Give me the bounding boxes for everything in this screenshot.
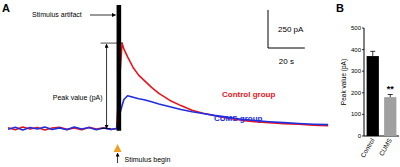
annotation-arrow xyxy=(90,15,116,16)
figure: A 250 pA 20 s Stimulus artifact Peak value (… xyxy=(0,0,400,167)
peak-guide xyxy=(101,43,123,44)
y-tick-label: 400 xyxy=(351,47,362,53)
stimulus-marker xyxy=(114,144,122,152)
panel-label: A xyxy=(2,2,10,14)
y-tick xyxy=(362,28,364,29)
annotation: Stimulus begin xyxy=(125,156,171,164)
panel-label: B xyxy=(336,2,344,14)
y-tick xyxy=(362,114,364,115)
y-tick-label: 100 xyxy=(351,111,362,117)
stimulus-artifact xyxy=(117,5,122,131)
legend-entry: CUMS group xyxy=(214,114,263,123)
bars xyxy=(367,51,397,136)
x-tick-label: CUMS xyxy=(377,136,393,157)
scale-bar-x xyxy=(268,48,305,49)
peak-guide xyxy=(101,128,111,129)
bar xyxy=(384,97,396,136)
scale-bar-label: 20 s xyxy=(279,57,294,66)
significance: ** xyxy=(387,84,395,94)
annotation: Stimulus artifact xyxy=(32,11,82,18)
x-tick-label: Control xyxy=(359,137,376,159)
y-tick-label: 0 xyxy=(358,133,362,139)
y-tick-label: 500 xyxy=(351,25,362,31)
trace xyxy=(8,43,328,130)
traces xyxy=(8,5,328,131)
error-bar xyxy=(370,51,375,56)
y-tick-label: 200 xyxy=(351,90,362,96)
y-tick xyxy=(362,92,364,93)
y-axis xyxy=(364,28,365,136)
bar xyxy=(367,56,379,136)
annotation: Peak value (pA) xyxy=(53,94,103,102)
trace xyxy=(8,96,328,130)
y-axis-label: Peak value (pA) xyxy=(340,59,348,105)
legend-entry: Control group xyxy=(222,90,275,99)
annotation-arrow xyxy=(117,153,118,163)
scale-bar-y xyxy=(268,10,269,48)
error-bar xyxy=(388,95,393,98)
y-tick-label: 300 xyxy=(351,68,362,74)
peak-arrow xyxy=(106,44,107,128)
y-tick xyxy=(362,49,364,50)
y-tick xyxy=(362,136,364,137)
scale-bar-label: 250 pA xyxy=(278,25,304,34)
y-tick xyxy=(362,71,364,72)
